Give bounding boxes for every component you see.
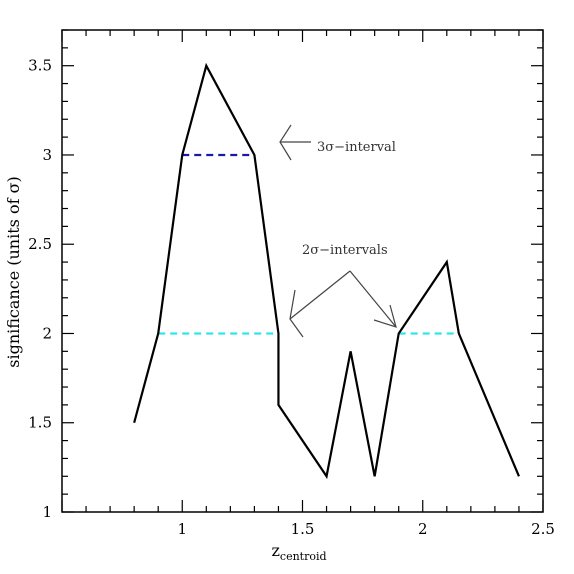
y-tick-label: 2.5 (28, 235, 52, 253)
x-tick-label: 2 (418, 520, 428, 538)
x-axis-title-main: z (271, 541, 279, 560)
annotation-2sigma-arrow-right-head (373, 304, 397, 328)
interval-lines (158, 153, 459, 335)
annotation-3sigma: 3σ−interval (279, 124, 396, 161)
x-axis-title-subscript: centroid (280, 550, 327, 563)
annotation-2sigma-label: 2σ−intervals (302, 243, 388, 258)
tick-labels: 1 1.5 2 2.5 1 1.5 2 2.5 3 3.5 (28, 57, 555, 538)
ticks (61, 29, 544, 513)
y-tick-label: 3 (42, 146, 52, 164)
x-tick-label: 1.5 (291, 520, 315, 538)
series-lines (133, 62, 520, 480)
y-axis-title: significance (units of σ) (4, 176, 23, 367)
annotation-2sigma-arrow-left-head (289, 289, 304, 338)
significance-line (133, 62, 520, 480)
x-tick-label: 2.5 (531, 520, 555, 538)
annotation-2sigma-arrow-left (289, 270, 351, 320)
y-tick-label: 1 (42, 503, 52, 521)
x-axis-title: zcentroid (271, 541, 326, 563)
y-tick-label: 1.5 (28, 414, 52, 432)
y-tick-label: 2 (42, 324, 52, 342)
annotation-3sigma-label: 3σ−interval (317, 140, 396, 155)
annotation-2sigma-arrow-right (349, 270, 397, 328)
x-tick-label: 1 (177, 520, 187, 538)
y-tick-label: 3.5 (28, 57, 52, 75)
annotation-2sigma: 2σ−intervals (289, 243, 397, 338)
annotation-3sigma-arrow-head (279, 124, 292, 161)
